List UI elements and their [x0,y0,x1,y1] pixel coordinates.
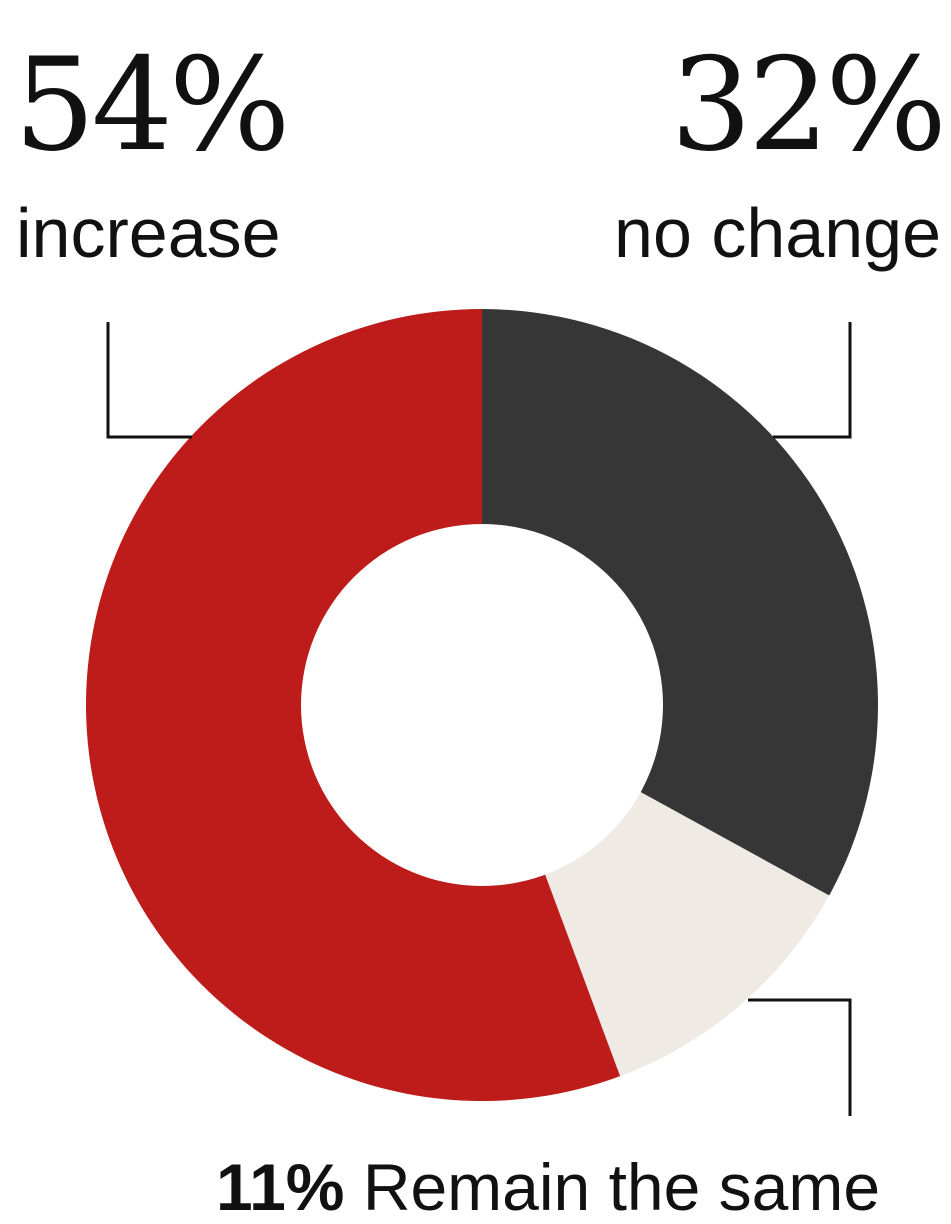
donut-hole [301,524,663,886]
leader-line-no-change [773,322,852,439]
remain-same-percent: 11% [216,1150,345,1224]
remain-same-callout: 11% Remain the same [216,1154,880,1220]
leader-line-increase [106,322,192,439]
remain-same-label: Remain the same [362,1150,881,1224]
increase-label: increase [16,194,281,272]
no-change-label: no change [614,194,941,272]
no-change-percent: 32% [670,31,947,180]
leader-line-remain-same [748,998,852,1116]
increase-percent: 54% [14,31,290,180]
